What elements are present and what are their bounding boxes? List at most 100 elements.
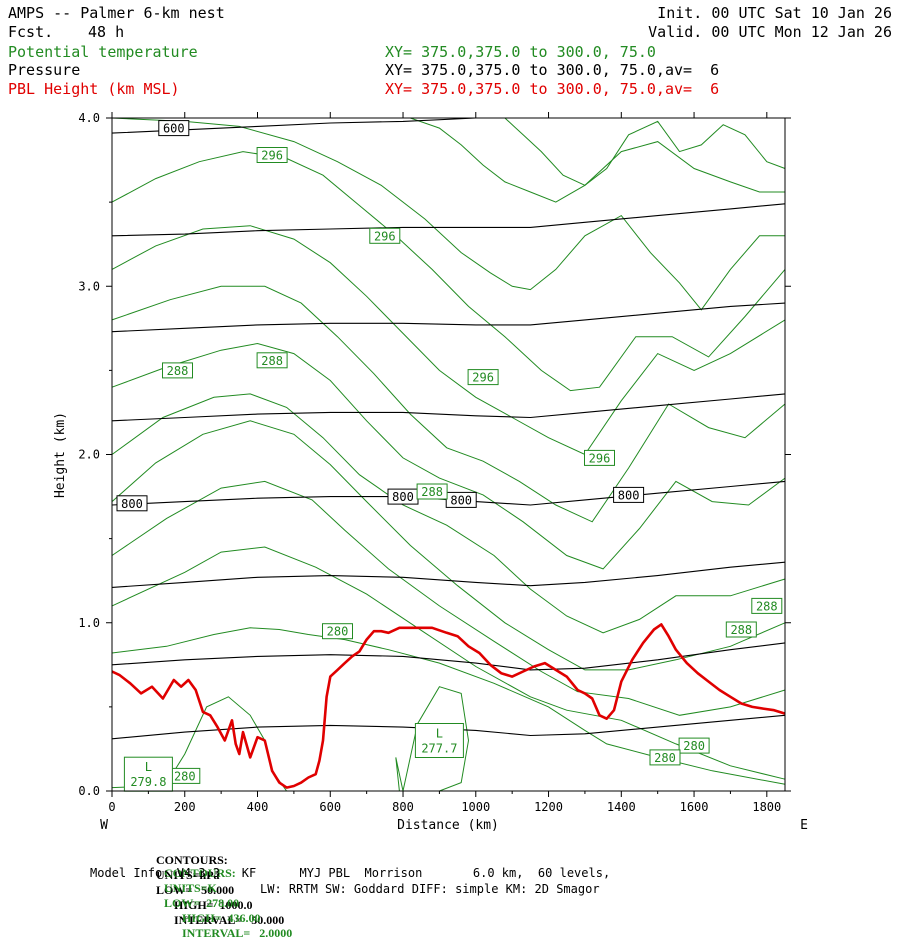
theta-contour-12 [504, 117, 786, 186]
svg-text:L: L [145, 760, 152, 774]
pbl-height-line [111, 623, 786, 789]
theta-label-8: 288 [725, 621, 757, 638]
theta-label-9: 280 [322, 623, 353, 640]
theta-contour-8 [111, 225, 786, 456]
pressure-label-1: 800 [116, 495, 148, 512]
x-tick-label-600: 600 [319, 800, 341, 814]
svg-text:288: 288 [756, 599, 778, 613]
svg-text:800: 800 [121, 497, 143, 511]
svg-text:288: 288 [167, 364, 189, 378]
svg-text:277.7: 277.7 [421, 742, 457, 756]
footer-units: UNITS=K [164, 881, 217, 895]
pressure-label-2: 800 [387, 488, 419, 505]
svg-text:288: 288 [730, 623, 752, 637]
theta-label-5: 288 [256, 352, 288, 369]
y-tick-label-1: 1.0 [78, 616, 100, 630]
footer-low: LOW= 50.000 [156, 883, 235, 897]
model-title: AMPS -- Palmer 6-km nest [8, 4, 225, 22]
svg-text:296: 296 [472, 371, 494, 385]
theta-contour-6 [111, 342, 786, 570]
y-tick-label-2: 2.0 [78, 448, 100, 462]
x-tick-label-1800: 1800 [752, 800, 781, 814]
theta-contour-1 [111, 627, 786, 785]
valid-time: Valid. 00 UTC Mon 12 Jan 26 [648, 23, 892, 41]
theta-label-6: 288 [416, 483, 448, 500]
field-name-pressure: Pressure [8, 61, 81, 79]
theta-contours [111, 117, 786, 792]
y-axis-label: Height (km) [53, 412, 68, 498]
pressure-contour-800 [111, 393, 786, 422]
footer-physics-info: LW: RRTM SW: Goddard DIFF: simple KM: 2D… [260, 882, 600, 896]
pressure-contour-950 [111, 642, 786, 671]
pbl-height-series [111, 623, 786, 789]
cross-section-chart: 600 800 800 800 800 296 296 296 296 288 288 288 288 2… [53, 111, 808, 833]
x-tick-label-1400: 1400 [607, 800, 636, 814]
y-tick-label-4: 4.0 [78, 111, 100, 125]
x-tick-label-0: 0 [108, 800, 115, 814]
pressure-contour-700 [111, 203, 786, 237]
footer-contours-label: CONTOURS: [164, 866, 236, 880]
footer-high: HIGH= 436.00 [182, 911, 261, 925]
y-tick-label-0: 0.0 [78, 784, 100, 798]
theta-label-0: 296 [256, 147, 288, 163]
svg-text:296: 296 [589, 451, 611, 465]
theta-label-12: 280 [169, 767, 201, 784]
theta-contour-10 [111, 117, 785, 311]
footer-interval: INTERVAL= 2.0000 [182, 926, 293, 940]
theta-contour-4 [111, 420, 786, 671]
x-tick-label-1600: 1600 [680, 800, 709, 814]
pressure-label-4: 800 [613, 486, 645, 503]
svg-text:280: 280 [654, 751, 676, 765]
field-xy-pbl: XY= 375.0,375.0 to 300.0, 75.0,av= 6 [385, 80, 720, 98]
field-name-pbl: PBL Height (km MSL) [8, 80, 180, 98]
svg-text:288: 288 [421, 485, 443, 499]
svg-text:280: 280 [683, 739, 705, 753]
svg-text:280: 280 [174, 769, 196, 783]
footer-theta-contours: CONTOURS: UNITS=K LOW= 278.00 HIGH= 436.… [158, 851, 292, 941]
plot-frame [111, 117, 786, 792]
x-tick-label-400: 400 [247, 800, 269, 814]
footer-contours-label: CONTOURS: [156, 853, 228, 867]
x-axis-label: Distance (km) [397, 818, 499, 833]
pressure-contour-750 [111, 302, 786, 333]
svg-text:288: 288 [261, 354, 283, 368]
field-xy-pressure: XY= 375.0,375.0 to 300.0, 75.0,av= 6 [385, 61, 720, 79]
theta-contour-5 [111, 393, 786, 634]
field-xy-theta: XY= 375.0,375.0 to 300.0, 75.0 [385, 43, 656, 61]
x-tick-label-800: 800 [392, 800, 414, 814]
pressure-label-0: 600 [158, 120, 190, 137]
svg-text:800: 800 [450, 493, 472, 507]
footer-model-info: Model Info: V4.3.3 KF MYJ PBL Morrison 6… [90, 866, 611, 880]
svg-text:280: 280 [327, 625, 349, 639]
theta-contour-13 [395, 686, 470, 792]
theta-label-2: 296 [467, 369, 499, 386]
field-name-theta: Potential temperature [8, 43, 198, 61]
pressure-label-3: 800 [445, 491, 477, 508]
theta-contour-3 [111, 480, 786, 716]
y-tick-label-3: 3.0 [78, 279, 100, 293]
footer-low: LOW= 278.00 [164, 896, 240, 910]
west-label: W [100, 818, 108, 833]
init-time: Init. 00 UTC Sat 10 Jan 26 [657, 4, 892, 22]
svg-text:L: L [436, 727, 443, 741]
theta-label-7: 288 [751, 597, 783, 614]
theta-label-1: 296 [369, 227, 401, 244]
theta-label-10: 280 [678, 737, 710, 754]
svg-text:296: 296 [261, 149, 283, 163]
x-tick-label-1200: 1200 [534, 800, 563, 814]
theta-contour-9 [111, 151, 786, 392]
theta-contour-11 [410, 117, 785, 203]
theta-label-3: 296 [584, 449, 615, 466]
svg-text:279.8: 279.8 [130, 775, 166, 789]
x-tick-label-1000: 1000 [461, 800, 490, 814]
svg-text:296: 296 [374, 229, 396, 243]
east-label: E [800, 818, 808, 833]
theta-contour-7 [111, 285, 786, 523]
pressure-contours [111, 117, 786, 740]
x-tick-label-200: 200 [174, 800, 196, 814]
forecast-hour: 48 h [88, 23, 125, 41]
pressure-contour-900 [111, 561, 786, 588]
contour-labels: 600 800 800 800 800 296 296 296 296 288 288 288 288 2… [116, 120, 783, 792]
axes: 0 200 400 600 800 1000 1200 1400 1600 1800 0.0 1.0 2… [78, 111, 791, 814]
